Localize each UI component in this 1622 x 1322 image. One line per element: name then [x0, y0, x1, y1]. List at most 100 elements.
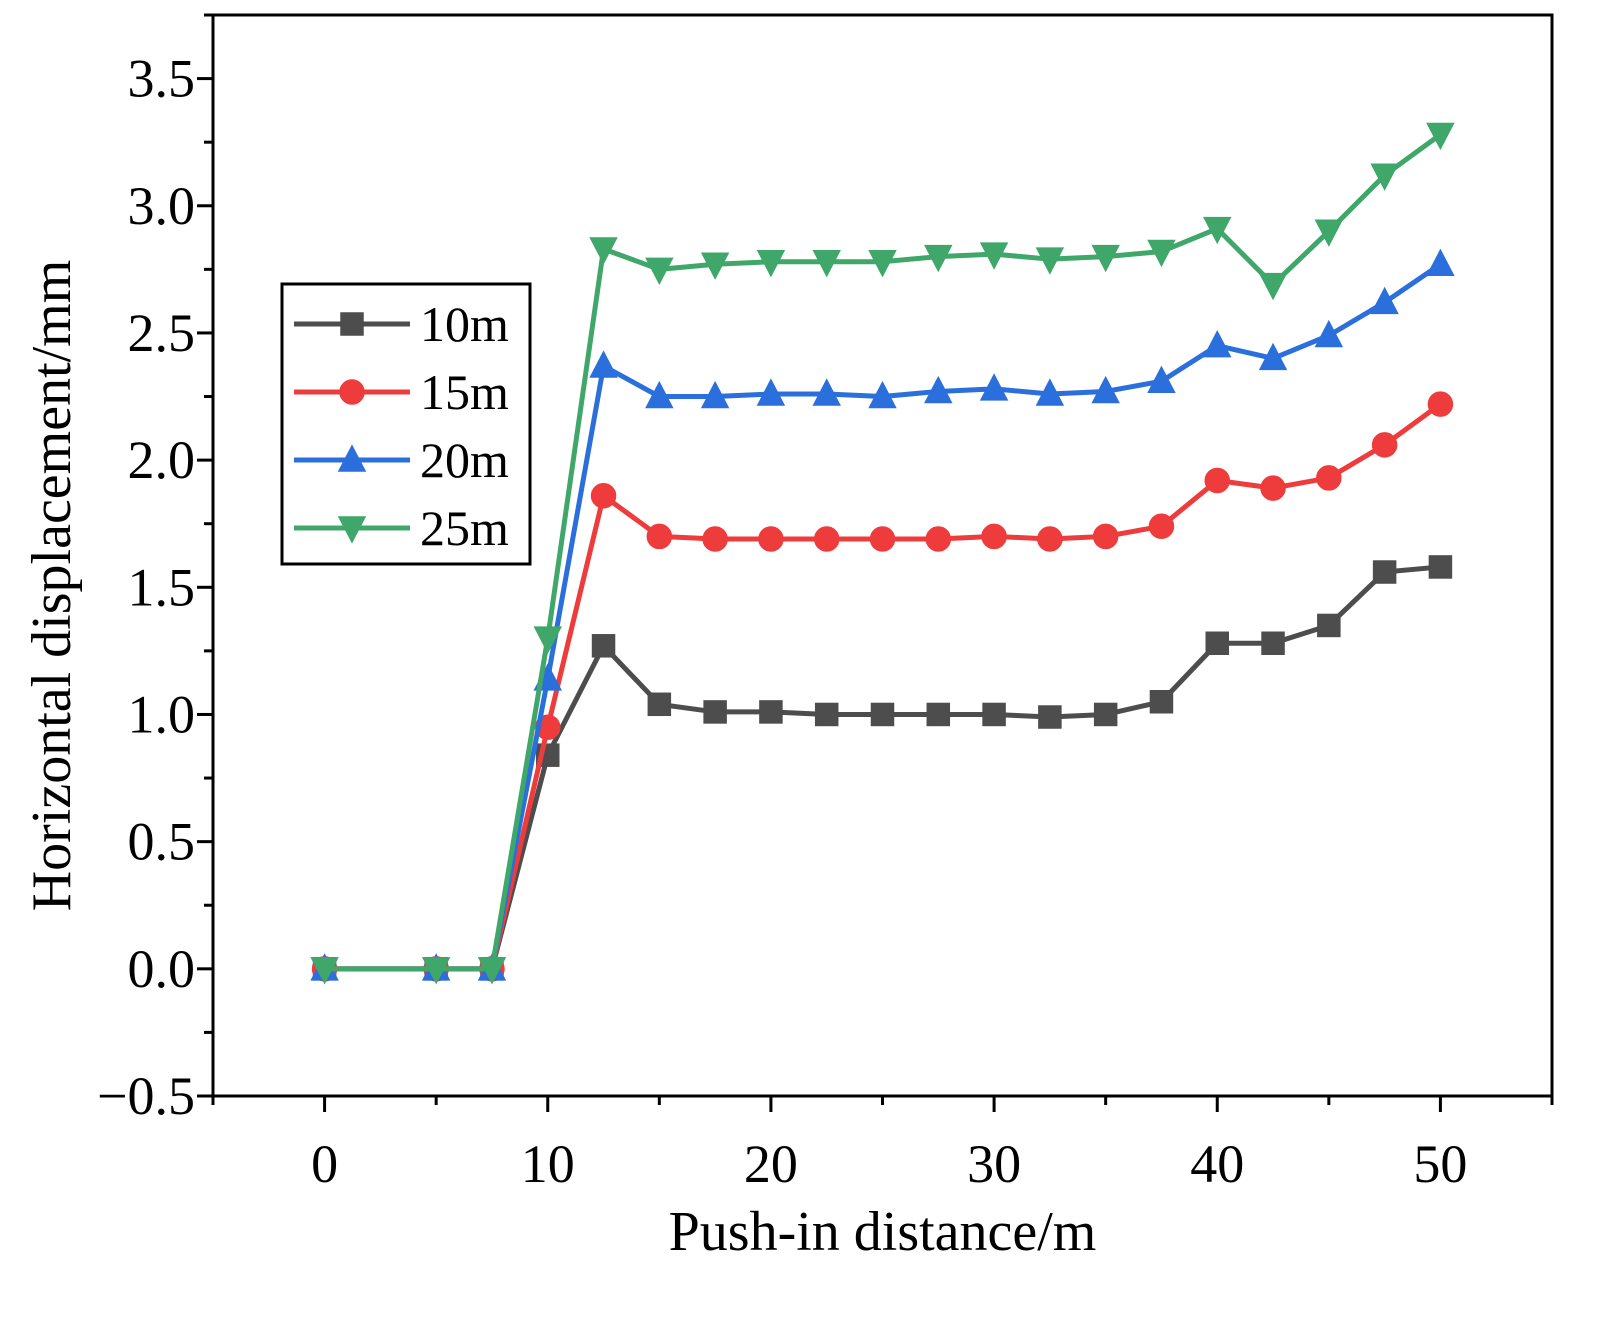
legend-box: [280, 282, 532, 566]
data-point: [310, 957, 339, 985]
y-tick-label: 3.0: [128, 176, 196, 236]
data-point: [590, 482, 617, 509]
data-point: [421, 957, 451, 985]
data-point: [1371, 432, 1398, 458]
data-point: [979, 373, 1009, 401]
data-point: [869, 526, 896, 552]
data-point: [1038, 705, 1062, 729]
x-tick-label: 40: [1190, 1134, 1244, 1194]
y-axis-title: Horizontal displacement/mm: [21, 260, 83, 912]
legend-label: 20m: [420, 432, 509, 488]
data-point: [812, 249, 841, 278]
data-point: [647, 692, 672, 717]
y-tick-label: −0.5: [97, 1066, 195, 1126]
data-point: [1261, 631, 1285, 656]
data-point: [1091, 375, 1120, 404]
data-point: [1260, 475, 1286, 501]
data-point: [645, 380, 674, 409]
data-point: [1093, 702, 1118, 727]
legend-marker: [340, 312, 364, 336]
legend-item: 10m: [294, 296, 509, 352]
data-point: [1427, 391, 1454, 417]
data-point: [591, 634, 616, 658]
legend-item: 25m: [294, 500, 509, 556]
data-point: [926, 702, 951, 727]
y-tick-label: 0.5: [128, 812, 196, 872]
data-point: [645, 257, 674, 285]
data-point: [982, 702, 1006, 727]
data-point: [477, 957, 507, 985]
data-point: [589, 350, 618, 378]
data-point: [812, 378, 841, 406]
legend: 10m 15m 20m 25m: [280, 282, 532, 566]
data-point: [1147, 365, 1176, 394]
legend-marker: [337, 444, 367, 472]
data-point: [924, 244, 953, 273]
data-point: [759, 700, 783, 724]
y-tick-label: 0.0: [128, 939, 196, 999]
data-point: [1372, 560, 1397, 584]
data-point: [868, 249, 897, 278]
x-tick-label: 0: [311, 1134, 338, 1194]
data-point: [756, 249, 786, 278]
data-point: [533, 626, 562, 654]
x-tick-label: 30: [967, 1134, 1021, 1194]
data-point: [1147, 239, 1176, 268]
legend-item: 20m: [294, 432, 509, 488]
legend-label: 10m: [420, 296, 509, 352]
data-point: [1426, 248, 1455, 277]
data-point: [1035, 247, 1065, 275]
data-point: [646, 523, 673, 550]
x-tick-label: 10: [521, 1134, 575, 1194]
data-point: [700, 380, 730, 409]
data-point: [813, 526, 840, 552]
data-point: [1258, 272, 1288, 301]
data-point: [1426, 122, 1455, 151]
data-point: [1204, 467, 1230, 494]
data-point: [1317, 613, 1341, 638]
x-axis-title: Push-in distance/m: [669, 1201, 1097, 1263]
data-point: [1370, 163, 1399, 191]
legend-marker: [337, 516, 367, 544]
data-point: [1035, 378, 1065, 406]
data-point: [1314, 219, 1344, 247]
data-point: [1203, 330, 1232, 358]
data-point: [924, 375, 953, 404]
data-point: [1258, 342, 1288, 371]
data-point: [925, 526, 952, 552]
data-point: [702, 526, 728, 552]
x-tick-label: 20: [744, 1134, 798, 1194]
data-point: [979, 242, 1009, 270]
legend-label: 25m: [420, 500, 509, 556]
data-point: [700, 252, 730, 280]
data-point: [756, 378, 786, 406]
data-point: [758, 526, 784, 552]
y-tick-label: 3.5: [128, 49, 196, 109]
data-point: [814, 702, 839, 727]
data-point: [870, 702, 895, 727]
legend-label: 15m: [420, 364, 509, 420]
data-point: [1092, 523, 1119, 550]
data-point: [703, 700, 727, 724]
data-point: [1091, 244, 1120, 273]
data-point: [1149, 690, 1174, 714]
data-point: [1428, 555, 1453, 579]
data-point: [1203, 216, 1232, 245]
legend-marker: [339, 379, 365, 405]
y-tick-label: 2.0: [128, 430, 196, 490]
y-tick-label: 1.0: [128, 684, 196, 744]
data-point: [868, 380, 897, 409]
y-tick-label: 2.5: [128, 303, 196, 363]
data-point: [1314, 319, 1344, 348]
data-point: [1316, 465, 1342, 491]
data-point: [1370, 286, 1399, 315]
y-tick-label: 1.5: [128, 557, 196, 617]
data-point: [1037, 526, 1063, 552]
x-tick-label: 50: [1413, 1134, 1467, 1194]
data-point: [1148, 513, 1175, 539]
legend-item: 15m: [294, 364, 509, 420]
data-point: [589, 237, 618, 265]
data-point: [1205, 631, 1229, 656]
